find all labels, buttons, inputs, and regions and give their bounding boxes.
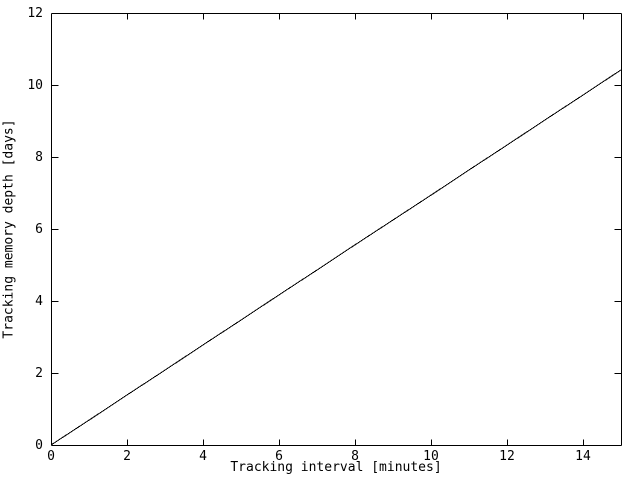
y-tick-label: 0 [35,438,43,453]
y-axis-title: Tracking memory depth [days] [1,119,17,339]
x-tick-label: 10 [423,449,439,464]
x-axis-title: Tracking interval [minutes] [230,460,442,475]
series-line-tracking-memory-depth [50,69,622,446]
x-tick-label: 4 [199,449,207,464]
y-tick-label: 12 [27,6,43,21]
y-tick-label: 6 [35,222,43,237]
x-tick-label: 14 [575,449,591,464]
x-tick-label: 8 [351,449,359,464]
x-tick-label: 12 [499,449,515,464]
x-tick-label: 2 [123,449,131,464]
y-tick-label: 10 [27,78,43,93]
y-tick-label: 8 [35,150,43,165]
x-tick-label: 6 [275,449,283,464]
y-tick-label: 2 [35,366,43,381]
x-tick-label: 0 [47,449,55,464]
y-tick-label: 4 [35,294,43,309]
